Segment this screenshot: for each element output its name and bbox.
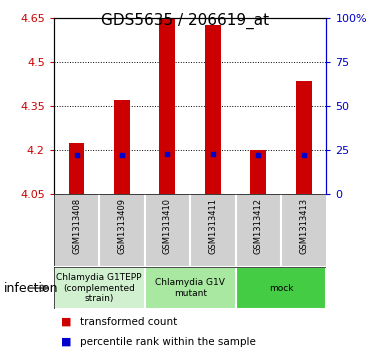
Bar: [236, 267, 326, 309]
Bar: [69, 143, 85, 194]
Text: GSM1313408: GSM1313408: [72, 198, 81, 254]
Bar: [160, 18, 175, 194]
Bar: [250, 150, 266, 194]
Text: GSM1313411: GSM1313411: [209, 198, 217, 254]
Text: infection: infection: [4, 282, 58, 294]
Text: transformed count: transformed count: [80, 317, 177, 327]
Text: mock: mock: [269, 284, 293, 293]
Text: GSM1313412: GSM1313412: [254, 198, 263, 254]
Text: ■: ■: [61, 317, 72, 327]
Bar: [54, 267, 145, 309]
Text: GDS5635 / 206619_at: GDS5635 / 206619_at: [101, 13, 270, 29]
Text: Chlamydia G1V
mutant: Chlamydia G1V mutant: [155, 278, 225, 298]
Bar: [114, 100, 130, 194]
Text: percentile rank within the sample: percentile rank within the sample: [80, 337, 256, 347]
Text: ■: ■: [61, 337, 72, 347]
Text: GSM1313410: GSM1313410: [163, 198, 172, 254]
Text: GSM1313409: GSM1313409: [118, 198, 127, 254]
Bar: [205, 25, 221, 194]
Text: Chlamydia G1TEPP
(complemented
strain): Chlamydia G1TEPP (complemented strain): [56, 273, 142, 303]
Bar: [296, 81, 312, 194]
Text: GSM1313413: GSM1313413: [299, 198, 308, 254]
Bar: [145, 267, 236, 309]
